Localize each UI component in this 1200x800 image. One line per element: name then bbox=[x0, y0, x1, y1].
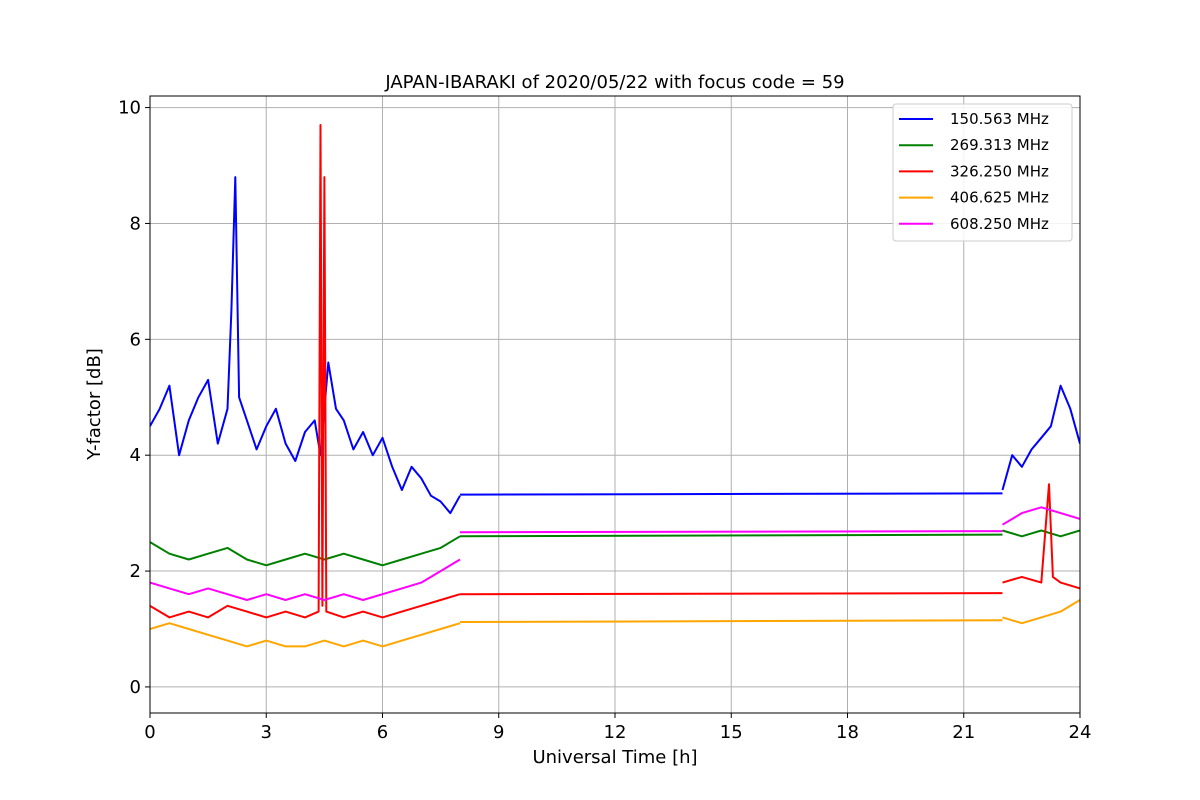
x-tick-label: 3 bbox=[261, 722, 272, 743]
legend-label: 406.625 MHz bbox=[950, 189, 1049, 207]
x-tick-label: 24 bbox=[1069, 722, 1092, 743]
y-tick-label: 6 bbox=[130, 329, 141, 350]
y-tick-label: 0 bbox=[130, 677, 141, 698]
x-axis-label: Universal Time [h] bbox=[532, 747, 697, 768]
y-tick-labels: 0 2 4 6 8 10 bbox=[118, 98, 141, 698]
x-tick-label: 15 bbox=[720, 722, 743, 743]
series-layer bbox=[150, 124, 1080, 648]
series-line bbox=[1001, 506, 1080, 526]
series-2 bbox=[150, 124, 1080, 619]
series-line bbox=[459, 533, 1003, 538]
series-line bbox=[1002, 599, 1080, 625]
series-line bbox=[459, 592, 1003, 596]
x-tick-label: 0 bbox=[144, 722, 155, 743]
series-line bbox=[150, 558, 461, 601]
series-3 bbox=[150, 599, 1080, 648]
series-line bbox=[1001, 384, 1080, 491]
legend-box bbox=[892, 103, 1073, 242]
legend-label: 269.313 MHz bbox=[950, 136, 1049, 154]
chart-title: JAPAN-IBARAKI of 2020/05/22 with focus c… bbox=[384, 72, 844, 93]
series-1 bbox=[150, 529, 1080, 567]
x-tick-label: 6 bbox=[377, 722, 388, 743]
legend-label: 326.250 MHz bbox=[950, 162, 1049, 180]
series-line bbox=[150, 176, 461, 515]
y-tick-label: 2 bbox=[130, 561, 141, 582]
series-line bbox=[150, 535, 461, 567]
legend: 150.563 MHz 269.313 MHz 326.250 MHz 406.625… bbox=[892, 103, 1073, 242]
y-tick-label: 8 bbox=[130, 213, 141, 234]
y-tick-label: 10 bbox=[118, 98, 141, 119]
legend-label: 150.563 MHz bbox=[950, 110, 1049, 128]
series-line bbox=[459, 619, 1003, 623]
y-axis-label: Y-factor [dB] bbox=[84, 348, 105, 461]
series-line bbox=[1002, 529, 1080, 538]
series-line bbox=[459, 492, 1003, 496]
series-line bbox=[150, 622, 461, 648]
legend-label: 608.250 MHz bbox=[950, 215, 1049, 233]
series-line bbox=[459, 530, 1003, 534]
x-tick-label: 21 bbox=[952, 722, 975, 743]
x-tick-label: 9 bbox=[493, 722, 504, 743]
tick-marks bbox=[145, 107, 1081, 718]
series-line bbox=[1002, 483, 1080, 590]
series-line bbox=[150, 124, 461, 619]
series-4 bbox=[150, 506, 1080, 601]
y-tick-label: 4 bbox=[130, 445, 141, 466]
series-0 bbox=[150, 176, 1080, 515]
x-tick-labels: 0 3 6 9 12 15 18 21 24 bbox=[144, 722, 1091, 743]
x-tick-label: 12 bbox=[604, 722, 627, 743]
x-tick-label: 18 bbox=[836, 722, 859, 743]
